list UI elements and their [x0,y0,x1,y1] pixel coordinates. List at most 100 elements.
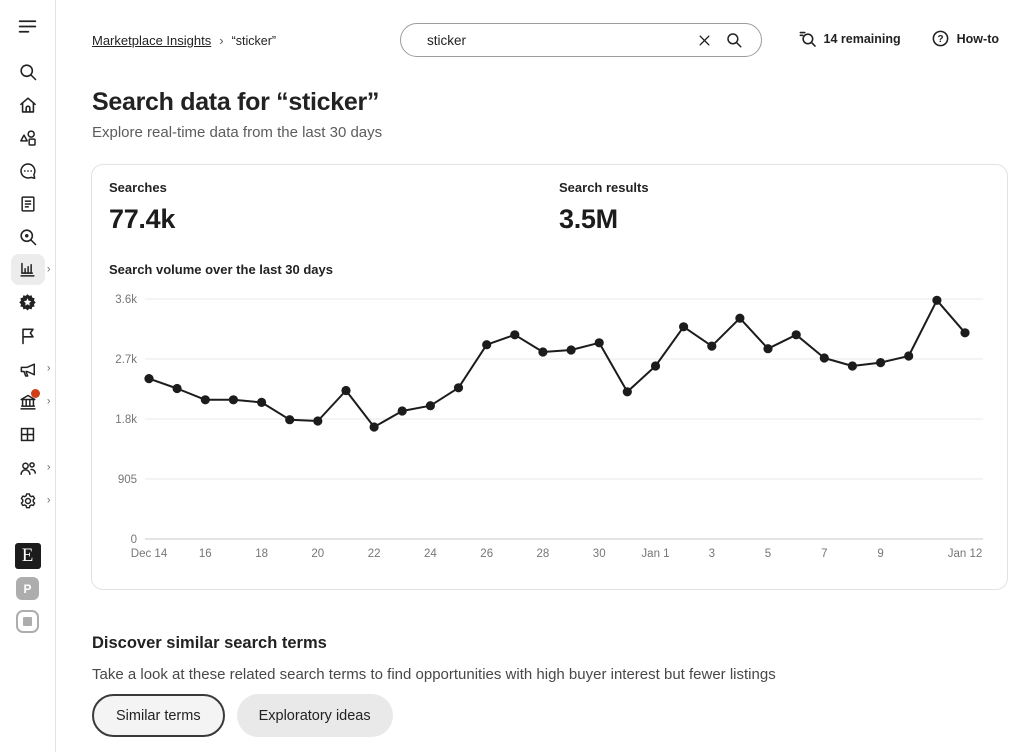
svg-text:9: 9 [877,548,883,560]
stat-searches: Searches 77.4k [109,180,559,235]
sidebar-item-etsy-logo[interactable]: E [8,539,48,572]
page-subtitle: Explore real-time data from the last 30 … [92,124,383,141]
stats-row: Searches 77.4k Search results 3.5M [109,180,990,235]
similar-terms-description: Take a look at these related search term… [92,666,776,683]
sidebar-item-integrations[interactable] [8,418,48,451]
search-icon [19,63,36,80]
search-icon [727,33,742,48]
svg-text:Jan 1: Jan 1 [641,548,669,560]
svg-text:5: 5 [765,548,771,560]
svg-text:18: 18 [255,548,268,560]
sidebar-item-star-seller[interactable] [8,286,48,319]
menu-button[interactable] [8,10,48,43]
svg-text:2.7k: 2.7k [115,354,137,366]
svg-text:26: 26 [480,548,493,560]
orders-document-icon [20,195,35,212]
chevron-right-icon: › [46,395,51,407]
sidebar-item-listings[interactable] [8,121,48,154]
home-icon [19,96,36,113]
how-to-button[interactable]: ? How-to [931,29,999,48]
svg-text:Jan 12: Jan 12 [948,548,983,560]
sidebar-item-marketing[interactable]: › [8,352,51,385]
breadcrumb-link-marketplace-insights[interactable]: Marketplace Insights [92,33,212,48]
search-bar[interactable] [400,23,762,57]
etsy-logo: E [14,542,41,569]
p-badge: P [16,577,39,600]
close-icon [699,35,709,45]
chart-title: Search volume over the last 30 days [109,262,333,277]
main-content: Marketplace Insights › “sticker” 14 rema… [56,0,1024,752]
svg-text:3.6k: 3.6k [115,294,137,306]
app-square-badge [16,610,39,633]
breadcrumb-current: “sticker” [231,33,277,48]
svg-text:20: 20 [311,548,324,560]
remaining-label: 14 remaining [823,31,901,46]
svg-text:7: 7 [821,548,827,560]
star-seal-icon [19,294,36,311]
notification-dot [30,389,40,398]
sidebar-item-insights[interactable] [8,220,48,253]
community-people-icon [19,461,36,475]
sidebar: › › › › [0,0,56,752]
stat-label: Search results [559,180,649,195]
sidebar-item-app-badge[interactable] [8,605,48,638]
sidebar-item-stats[interactable]: › [8,253,51,286]
chevron-right-icon: › [46,362,51,374]
sidebar-item-home[interactable] [8,88,48,121]
search-input[interactable] [427,32,689,48]
sidebar-item-search[interactable] [8,55,48,88]
svg-text:?: ? [937,34,943,45]
submit-search-button[interactable] [719,25,749,55]
search-data-card: Searches 77.4k Search results 3.5M Searc… [91,164,1008,590]
listings-shapes-icon [19,129,36,146]
svg-text:24: 24 [424,548,437,560]
selected-highlight [10,254,45,285]
chevron-right-icon: › [46,494,51,506]
svg-text:30: 30 [593,548,606,560]
stats-bar-chart-icon [20,262,35,277]
stat-value: 3.5M [559,204,618,234]
search-quota-icon [799,31,816,47]
similar-terms-tabs: Similar terms Exploratory ideas [92,694,393,737]
flag-icon [21,328,34,344]
sidebar-item-messages[interactable] [8,154,48,187]
chevron-right-icon: › [46,461,51,473]
line-chart: 3.6k 2.7k 1.8k 905 0 Dec 14 16 18 20 22 24 26 28 30 Ja… [115,294,983,560]
tab-exploratory-ideas[interactable]: Exploratory ideas [236,694,393,737]
svg-text:28: 28 [537,548,550,560]
breadcrumb-separator: › [219,33,224,48]
question-mark-icon: ? [932,30,949,47]
sidebar-item-p-badge[interactable]: P [8,572,48,605]
svg-text:Dec 14: Dec 14 [131,548,168,560]
svg-text:3: 3 [709,548,715,560]
finances-bank-icon [19,394,36,410]
insights-search-icon [19,228,36,245]
svg-text:22: 22 [368,548,381,560]
svg-text:16: 16 [199,548,212,560]
page-title: Search data for “sticker” [92,88,380,116]
sidebar-item-finances[interactable]: › [8,385,51,418]
settings-gear-icon [20,492,35,508]
menu-icon [18,20,37,33]
sidebar-item-community[interactable]: › [8,451,51,484]
marketing-megaphone-icon [20,362,35,377]
topbar-meta: 14 remaining ? How-to [798,29,999,48]
stat-search-results: Search results 3.5M [559,180,649,235]
similar-terms-heading: Discover similar search terms [92,634,327,652]
stat-value: 77.4k [109,204,176,234]
sidebar-item-settings[interactable]: › [8,484,51,517]
svg-text:1.8k: 1.8k [115,414,137,426]
svg-text:905: 905 [118,474,137,486]
sidebar-item-orders[interactable] [8,187,48,220]
searches-remaining: 14 remaining [798,29,901,48]
integrations-grid-icon [20,427,35,442]
search-volume-chart: 3.6k 2.7k 1.8k 905 0 Dec 14 16 18 20 22 24 26 28 30 Ja… [109,285,990,573]
breadcrumb: Marketplace Insights › “sticker” [92,33,276,48]
chevron-right-icon: › [46,263,51,275]
tab-similar-terms[interactable]: Similar terms [92,694,225,737]
sidebar-item-flag[interactable] [8,319,48,352]
clear-search-button[interactable] [689,25,719,55]
messages-chat-icon [19,162,36,179]
stat-label: Searches [109,180,167,195]
how-to-label: How-to [956,31,999,46]
